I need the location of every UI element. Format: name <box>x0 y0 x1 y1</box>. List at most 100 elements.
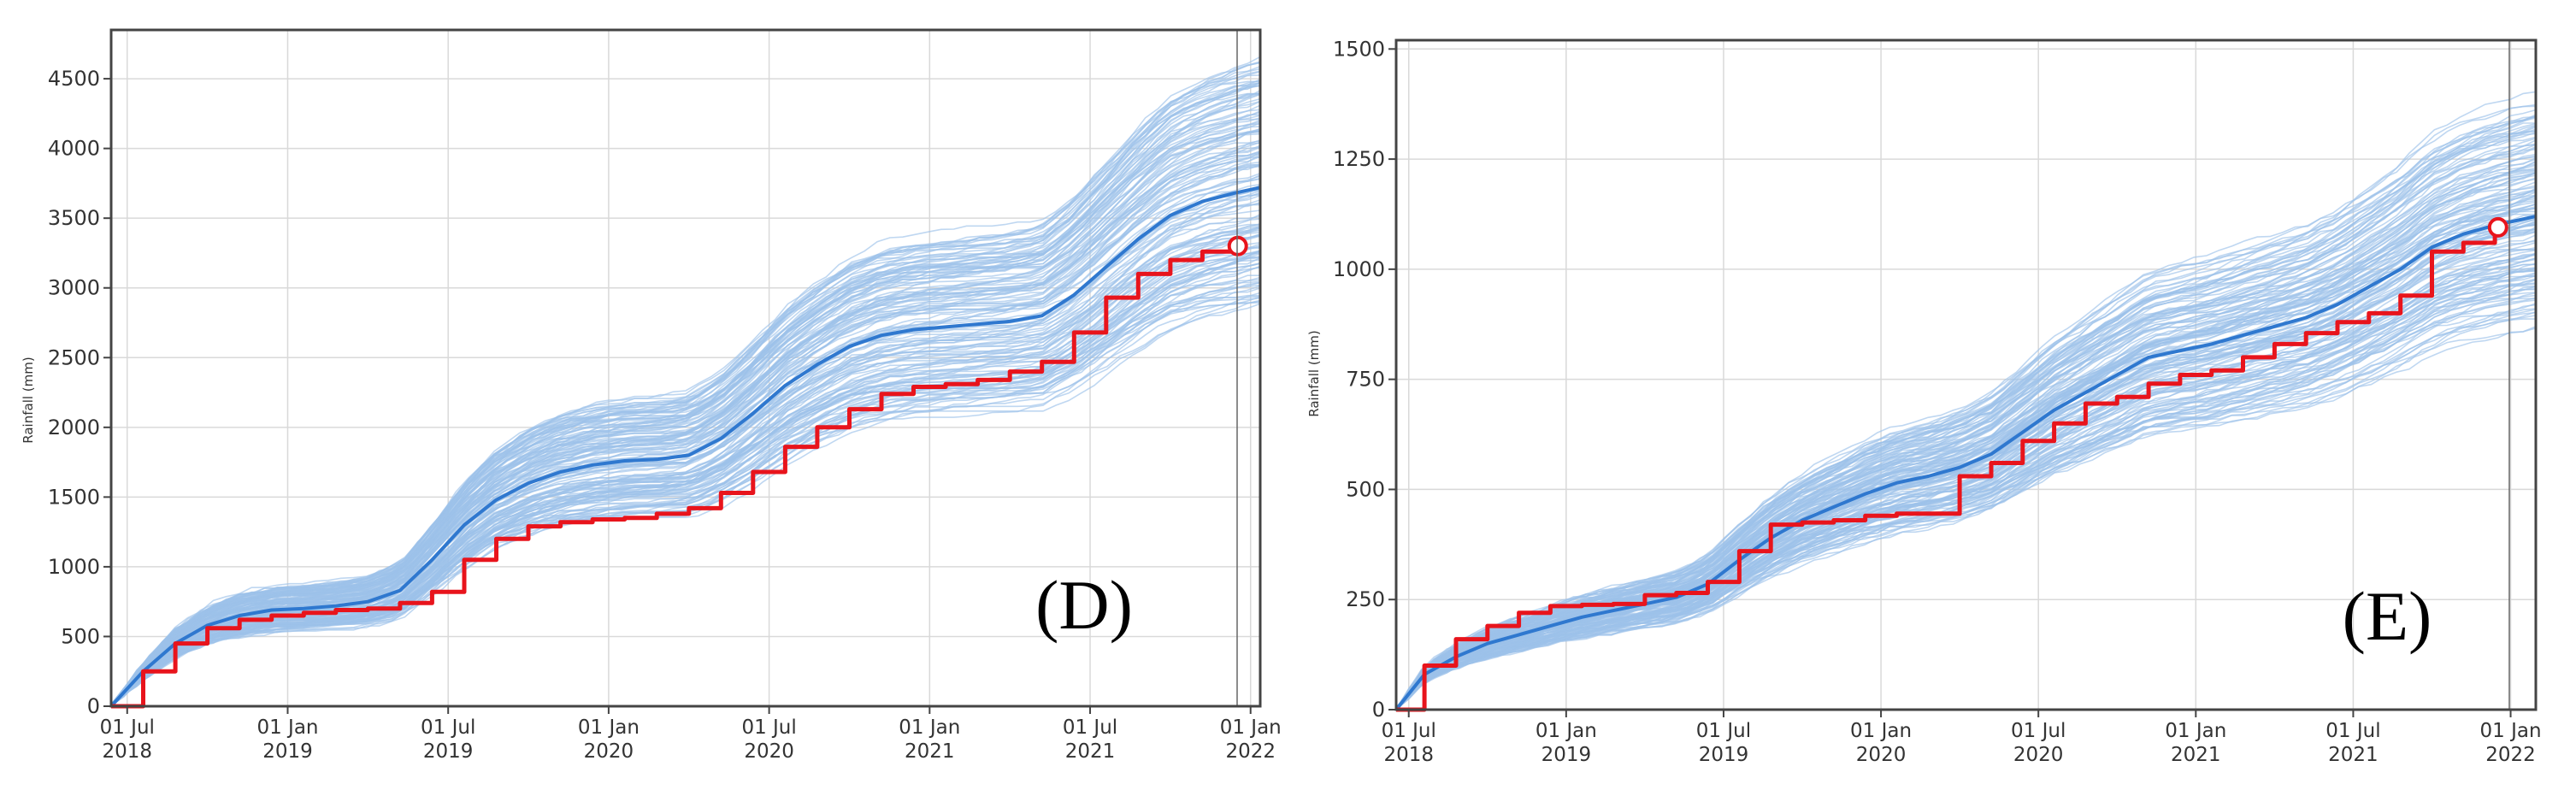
x-tick-label: 01 Jan <box>578 716 640 739</box>
ensemble-member-line <box>1395 196 2537 710</box>
ensemble-member-line <box>110 256 1261 706</box>
ensemble-member-line <box>1395 170 2537 711</box>
ensemble-member-line <box>1395 304 2537 711</box>
ensemble-member-line <box>1395 249 2537 711</box>
x-tick-label: 01 Jan <box>256 716 318 739</box>
ensemble-member-line <box>1395 286 2537 711</box>
x-tick-label-year: 2021 <box>2328 744 2379 766</box>
observed-end-marker <box>2487 216 2508 238</box>
ensemble-member-line <box>110 129 1261 706</box>
ensemble-member-line <box>1395 292 2537 709</box>
y-tick-label: 3500 <box>48 206 100 230</box>
chart-panel-d: Rainfall (mm) 0 500 1000 1500 2000 2500 3000 35… <box>21 28 1282 763</box>
x-tick-label: 01 Jul <box>741 716 796 739</box>
ensemble-member-line <box>110 127 1261 705</box>
x-tick-label: 01 Jul <box>100 716 155 739</box>
ensemble-member-line <box>110 81 1261 707</box>
ensemble-member-line <box>110 252 1260 707</box>
x-tick-label: 01 Jul <box>2011 720 2066 742</box>
y-axis-label: Rainfall (mm) <box>21 357 36 443</box>
ensemble-member-line <box>110 256 1261 705</box>
ensemble-member-line <box>1395 189 2537 710</box>
y-tick-label: 4000 <box>48 137 100 161</box>
y-tick-label: 2500 <box>48 345 100 369</box>
ensemble-member-line <box>1395 281 2537 711</box>
x-tick-label-year: 2020 <box>2013 744 2064 766</box>
plot-frame <box>1394 38 2538 711</box>
x-tick-label: 01 Jan <box>1536 720 1597 742</box>
x-tick-label-year: 2018 <box>1383 744 1434 766</box>
y-tick-labels: 0 500 1000 1500 2000 2500 3000 3500 4000 4500 <box>48 67 111 718</box>
x-tick-label-year: 2019 <box>423 740 474 763</box>
x-tick-label: 01 Jul <box>2325 720 2380 742</box>
y-axis-label: Rainfall (mm) <box>1306 330 1322 416</box>
y-tick-label: 500 <box>61 624 100 648</box>
x-tick-label: 01 Jul <box>1063 716 1117 739</box>
x-tick-label-year: 2020 <box>744 740 794 763</box>
ensemble-mean-line <box>109 186 1261 708</box>
ensemble-member-line <box>1395 269 2537 709</box>
y-tick-label: 1250 <box>1333 147 1385 171</box>
y-tick-label: 2000 <box>48 416 100 439</box>
x-tick-label-year: 2020 <box>1856 744 1907 766</box>
series-group <box>1394 215 2537 712</box>
ensemble-member-line <box>1395 311 2537 709</box>
y-tick-label: 500 <box>1346 477 1385 501</box>
x-tick-label-year: 2019 <box>1541 744 1592 766</box>
panel-label: (D) <box>1035 566 1133 644</box>
ensemble-member-line <box>1395 133 2537 711</box>
ensemble-member-line <box>110 156 1261 707</box>
ensemble-member-line <box>1395 114 2537 711</box>
chart-panel-e: Rainfall (mm) 0 250 500 750 1000 1250 1500 01 … <box>1306 37 2542 766</box>
ensemble-member-line <box>110 74 1261 706</box>
x-tick-label: 01 Jan <box>1850 720 1912 742</box>
x-tick-label-year: 2019 <box>1699 744 1749 766</box>
x-tick-label: 01 Jul <box>1696 720 1751 742</box>
y-tick-label: 250 <box>1346 587 1385 611</box>
y-tick-label: 0 <box>1372 698 1385 722</box>
ensemble-member-line <box>110 93 1261 707</box>
x-tick-label-year: 2020 <box>584 740 634 763</box>
x-tick-label: 01 Jul <box>1382 720 1436 742</box>
ensemble-member-line <box>110 85 1261 707</box>
x-tick-label-year: 2018 <box>102 740 152 763</box>
panel-label: (E) <box>2343 577 2432 655</box>
ensemble-member-line <box>1395 199 2537 709</box>
x-tick-label: 01 Jan <box>2165 720 2226 742</box>
y-tick-label: 3000 <box>48 276 100 300</box>
x-tick-label-year: 2021 <box>2171 744 2221 766</box>
y-tick-label: 1500 <box>48 485 100 509</box>
y-tick-label: 1500 <box>1333 37 1385 61</box>
ensemble-member-line <box>1395 138 2537 711</box>
x-tick-label: 01 Jul <box>421 716 475 739</box>
y-tick-label: 1000 <box>48 555 100 579</box>
ensemble-mean-line <box>1394 215 2537 711</box>
ensemble-lines <box>1395 91 2537 711</box>
x-tick-label-year: 2019 <box>262 740 313 763</box>
x-tick-label: 01 Jan <box>2480 720 2542 742</box>
ensemble-member-line <box>1395 191 2537 710</box>
ensemble-member-line <box>110 140 1261 707</box>
ensemble-member-line <box>110 302 1260 707</box>
ensemble-member-line <box>110 265 1261 707</box>
x-tick-label: 01 Jan <box>899 716 960 739</box>
y-tick-labels: 0 250 500 750 1000 1250 1500 <box>1333 37 1396 722</box>
ensemble-member-line <box>110 297 1261 707</box>
x-tick-label: 01 Jan <box>1220 716 1282 739</box>
ensemble-member-line <box>1395 285 2536 711</box>
x-tick-label-year: 2021 <box>1065 740 1116 763</box>
ensemble-member-line <box>1395 130 2537 710</box>
y-tick-label: 1000 <box>1333 257 1385 281</box>
x-tick-label-year: 2022 <box>1225 740 1276 763</box>
ensemble-member-line <box>1395 221 2537 710</box>
x-tick-label-year: 2022 <box>2485 744 2536 766</box>
ensemble-member-line <box>1395 105 2537 710</box>
ensemble-member-line <box>1395 273 2537 711</box>
plot-frame <box>109 28 1262 708</box>
ensemble-member-line <box>1395 240 2537 711</box>
y-tick-label: 750 <box>1346 368 1385 392</box>
observed-rainfall-line <box>1396 227 2497 712</box>
